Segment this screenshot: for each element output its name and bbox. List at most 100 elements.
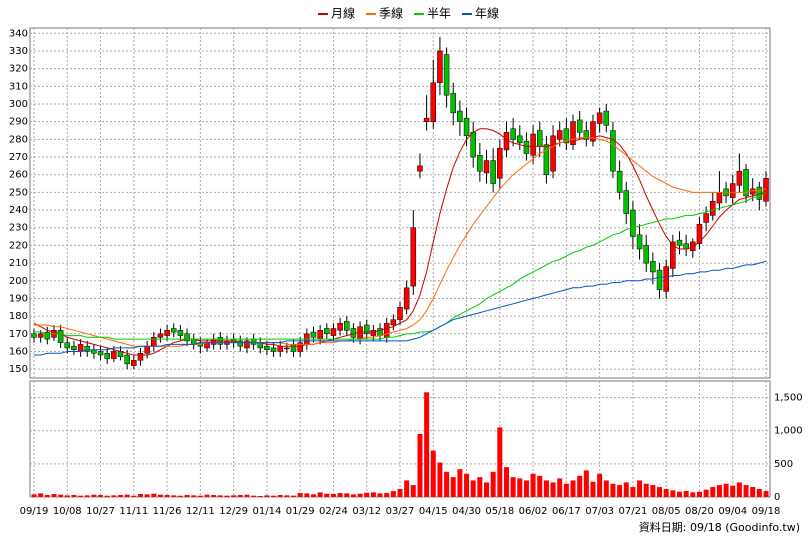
volume-bar — [144, 494, 150, 497]
candle-body — [530, 133, 536, 156]
candle-body — [523, 140, 530, 154]
volume-bar — [450, 477, 456, 497]
candle-body — [696, 223, 703, 244]
candle-body — [124, 354, 130, 365]
candle-body — [690, 241, 696, 251]
volume-bar — [583, 470, 589, 497]
candle-body — [37, 333, 44, 338]
volume-bar — [590, 481, 596, 497]
candle-body — [437, 50, 443, 84]
volume-bar — [736, 482, 742, 497]
x-tick-label: 03/12 — [352, 506, 381, 517]
y2-tick-label: 1,500 — [774, 393, 803, 404]
candle-body — [583, 130, 590, 140]
candle-body — [317, 330, 323, 340]
x-tick-label: 08/20 — [685, 506, 714, 517]
volume-bar — [404, 480, 410, 497]
volume-bar — [251, 495, 257, 497]
legend-label: 月線 — [331, 6, 355, 21]
candle-body — [503, 132, 510, 151]
candle-body — [84, 345, 90, 352]
volume-bar — [464, 473, 470, 497]
volume-bar — [377, 493, 383, 497]
volume-bar — [157, 494, 163, 497]
candle-body — [390, 319, 397, 326]
x-tick-label: 10/27 — [86, 506, 115, 517]
candle-body — [536, 130, 543, 147]
candle-body — [31, 333, 37, 338]
volume-bar — [670, 490, 676, 497]
legend-label: 年線 — [475, 6, 499, 21]
volume-bar — [696, 491, 702, 497]
candle-body — [237, 340, 244, 347]
y-tick-label: 250 — [9, 187, 28, 198]
volume-bar — [58, 494, 64, 497]
volume-bar — [304, 493, 310, 497]
volume-bar — [317, 492, 323, 497]
candle-body — [284, 347, 290, 350]
y-tick-label: 280 — [9, 134, 28, 145]
legend-label: 季線 — [379, 6, 403, 21]
volume-bar — [291, 495, 297, 497]
volume-bar — [264, 495, 270, 497]
candle-body — [277, 345, 283, 352]
candle-body — [630, 209, 636, 237]
x-tick-label: 09/04 — [718, 506, 747, 517]
x-tick-label: 10/08 — [53, 506, 82, 517]
x-tick-label: 12/29 — [219, 506, 248, 517]
candle-body — [91, 349, 97, 354]
volume-bar — [637, 480, 643, 497]
volume-bar — [310, 494, 316, 497]
candle-body — [463, 117, 470, 137]
candle-body — [743, 169, 749, 197]
volume-bar — [284, 495, 290, 497]
candle-body — [264, 345, 270, 350]
volume-bar — [557, 478, 563, 497]
x-tick-label: 01/14 — [252, 506, 281, 517]
volume-bar — [137, 494, 143, 497]
y-tick-label: 330 — [9, 46, 28, 57]
y-tick-label: 190 — [9, 293, 28, 304]
candle-body — [616, 170, 623, 193]
candle-body — [417, 165, 423, 172]
y-tick-label: 300 — [9, 99, 28, 110]
x-tick-label: 03/27 — [386, 506, 415, 517]
candle-body — [643, 245, 649, 264]
volume-bar — [370, 492, 376, 497]
volume-bar — [271, 495, 277, 497]
volume-bar — [118, 495, 124, 497]
volume-bar — [71, 495, 77, 497]
candle-body — [656, 269, 663, 290]
volume-bar — [98, 495, 104, 497]
y-tick-label: 310 — [9, 81, 28, 92]
candle-body — [57, 330, 64, 343]
volume-bar — [430, 450, 436, 497]
candle-body — [550, 135, 556, 172]
volume-bar — [663, 489, 669, 497]
volume-bar — [131, 495, 137, 497]
volume-bar — [530, 473, 536, 497]
volume-bar — [750, 487, 756, 497]
candle-body — [457, 110, 463, 122]
candle-body — [663, 266, 669, 292]
volume-bar — [44, 495, 50, 497]
y-tick-label: 170 — [9, 329, 28, 340]
volume-bar — [357, 493, 363, 497]
footer: 資料日期: 09/18 (Goodinfo.tw) — [639, 520, 800, 534]
volume-bar — [437, 462, 443, 497]
candle-body — [344, 321, 350, 331]
candle-body — [483, 160, 490, 174]
volume-bar — [417, 434, 423, 497]
y-tick-label: 320 — [9, 64, 28, 75]
y-tick-label: 210 — [9, 258, 28, 269]
volume-bar — [716, 485, 722, 497]
x-tick-label: 09/18 — [752, 506, 781, 517]
candle-body — [157, 333, 164, 338]
volume-bar — [84, 495, 90, 497]
x-tick-label: 05/18 — [485, 506, 514, 517]
volume-bar — [257, 496, 263, 497]
volume-bar — [484, 482, 490, 497]
volume-bar — [563, 483, 569, 497]
x-tick-label: 01/29 — [286, 506, 315, 517]
